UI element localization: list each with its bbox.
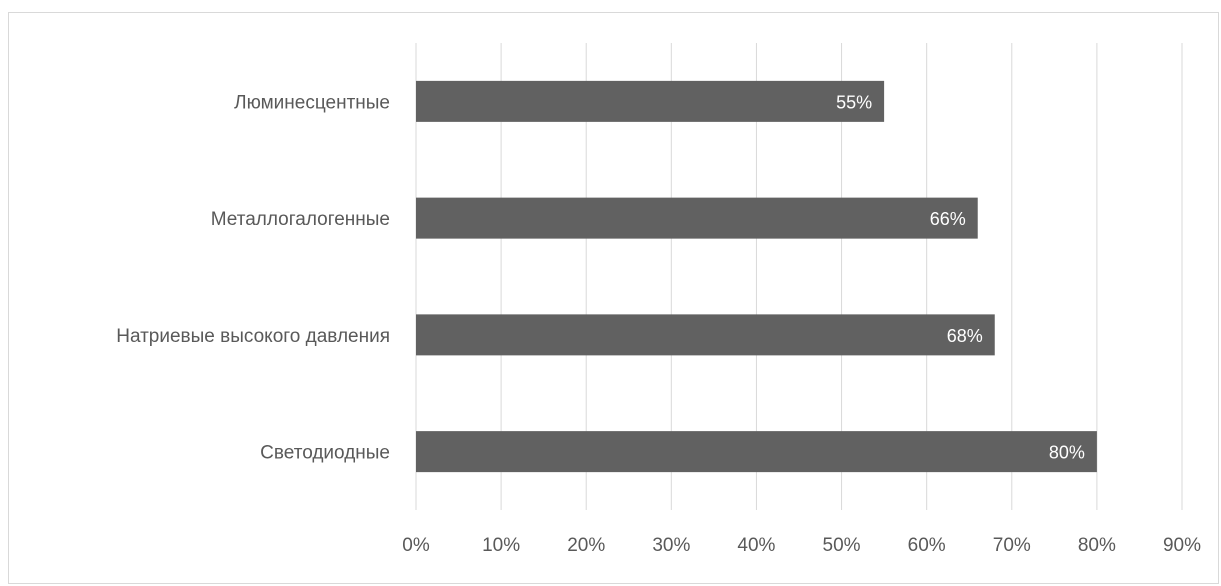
x-tick-label: 0%	[402, 535, 430, 556]
category-label: Люминесцентные	[234, 92, 390, 113]
x-tick-label: 70%	[993, 535, 1031, 556]
data-label: 80%	[1049, 443, 1085, 463]
x-tick-label: 20%	[567, 535, 605, 556]
x-tick-label: 30%	[652, 535, 690, 556]
x-tick-label: 50%	[823, 535, 861, 556]
x-tick-label: 90%	[1163, 535, 1201, 556]
bar	[416, 80, 885, 122]
category-label: Металлогалогенные	[211, 209, 390, 230]
bar	[416, 314, 995, 356]
category-label: Натриевые высокого давления	[116, 326, 390, 347]
bar	[416, 197, 978, 239]
data-label: 55%	[836, 92, 872, 112]
x-tick-label: 10%	[482, 535, 520, 556]
data-label: 66%	[930, 209, 966, 229]
data-label: 68%	[947, 326, 983, 346]
category-label: Светодиодные	[260, 443, 390, 464]
x-tick-label: 80%	[1078, 535, 1116, 556]
bar	[416, 431, 1097, 473]
x-tick-label: 40%	[737, 535, 775, 556]
x-tick-label: 60%	[908, 535, 946, 556]
